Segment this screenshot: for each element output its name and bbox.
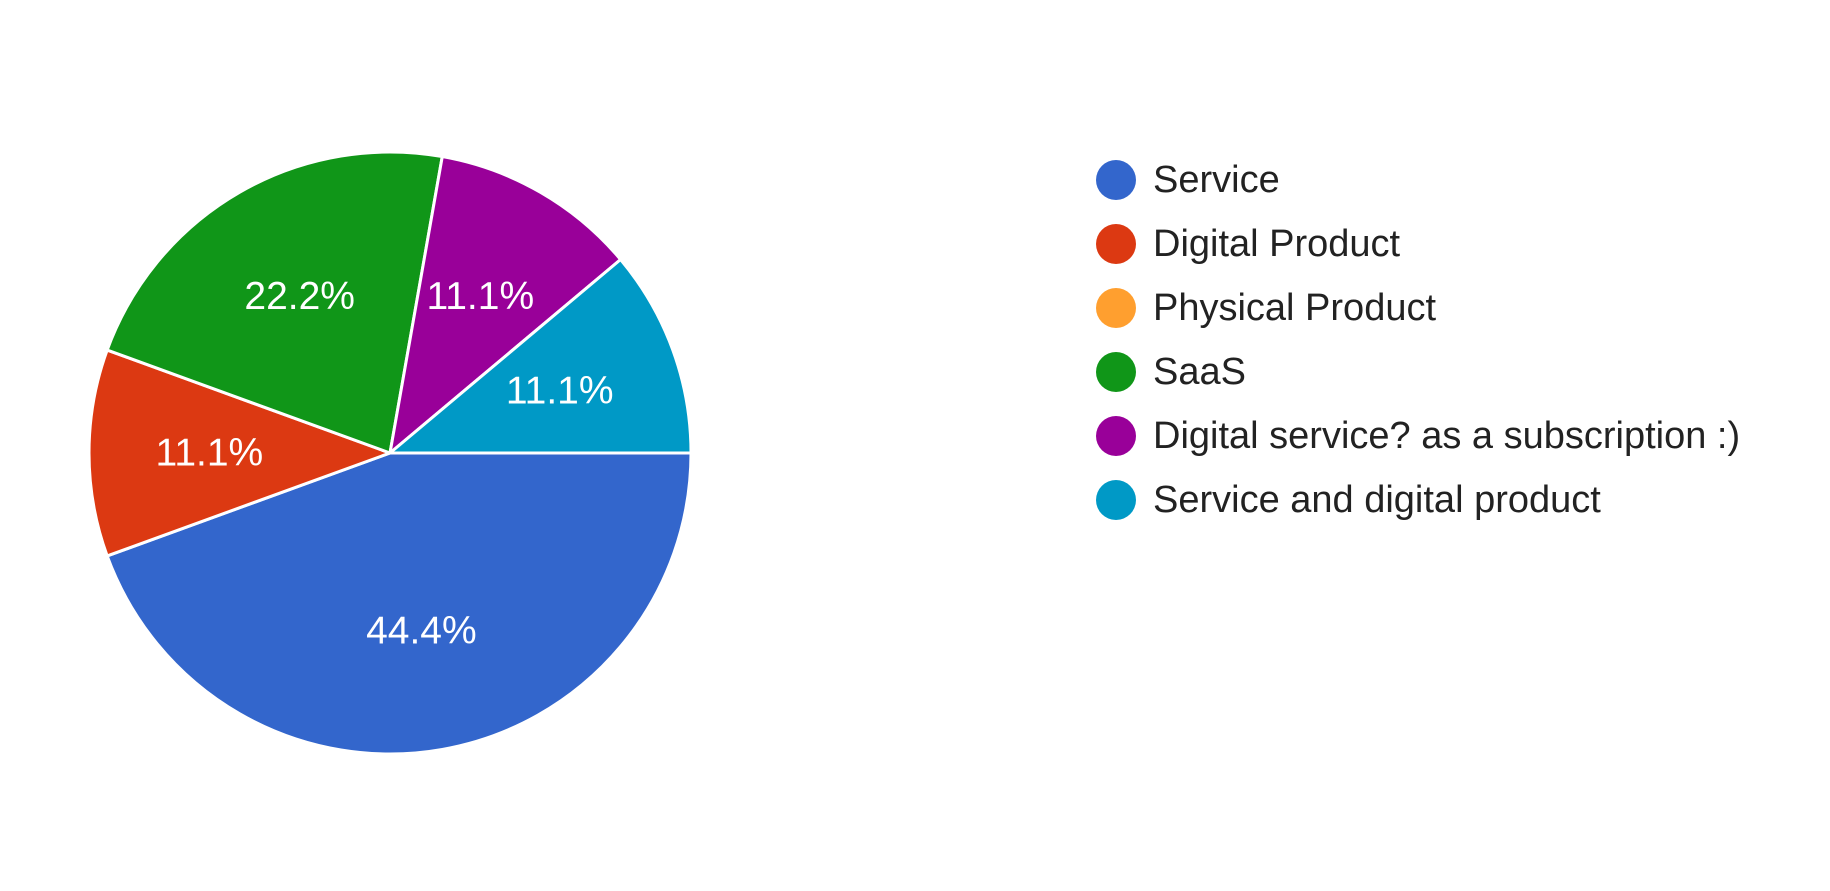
legend-item-saas[interactable]: SaaS	[1096, 340, 1796, 404]
legend-label-service-and-digital-product: Service and digital product	[1153, 478, 1601, 521]
chart-legend: Service Digital Product Physical Product…	[1096, 148, 1796, 532]
slice-label-digital-product: 11.1%	[156, 432, 264, 475]
slice-label-digital-service-as-a-subscription: 11.1%	[426, 275, 534, 318]
pie-slice-service-and-digital-product[interactable]	[388, 258, 693, 455]
pie-slice-digital-service-as-a-subscription[interactable]	[388, 155, 623, 455]
slice-label-saas: 22.2%	[244, 275, 355, 318]
legend-item-physical-product[interactable]: Physical Product	[1096, 276, 1796, 340]
legend-swatch-digital-product	[1096, 224, 1136, 264]
legend-label-digital-service-subscription: Digital service? as a subscription :)	[1153, 414, 1741, 457]
pie-slice-service[interactable]	[105, 451, 693, 756]
legend-swatch-service-and-digital-product	[1096, 480, 1136, 520]
legend-item-digital-product[interactable]: Digital Product	[1096, 212, 1796, 276]
pie-slices	[87, 150, 693, 756]
pie-slice-digital-product[interactable]	[87, 348, 392, 558]
legend-label-service: Service	[1153, 158, 1280, 201]
legend-label-digital-product: Digital Product	[1153, 222, 1401, 265]
legend-label-saas: SaaS	[1153, 350, 1246, 393]
legend-item-service[interactable]: Service	[1096, 148, 1796, 212]
legend-item-service-and-digital-product[interactable]: Service and digital product	[1096, 468, 1796, 532]
legend-swatch-physical-product	[1096, 288, 1136, 328]
legend-swatch-service	[1096, 160, 1136, 200]
pie-slice-saas[interactable]	[105, 150, 444, 455]
legend-label-physical-product: Physical Product	[1153, 286, 1437, 329]
slice-label-service: 44.4%	[366, 609, 477, 652]
slice-label-service-and-digital-product: 11.1%	[506, 370, 614, 413]
legend-item-digital-service-subscription[interactable]: Digital service? as a subscription :)	[1096, 404, 1796, 468]
legend-swatch-saas	[1096, 352, 1136, 392]
pie-slice-labels: 44.4% 11.1% 22.2% 11.1% 11.1%	[156, 275, 614, 652]
legend-swatch-digital-service-subscription	[1096, 416, 1136, 456]
